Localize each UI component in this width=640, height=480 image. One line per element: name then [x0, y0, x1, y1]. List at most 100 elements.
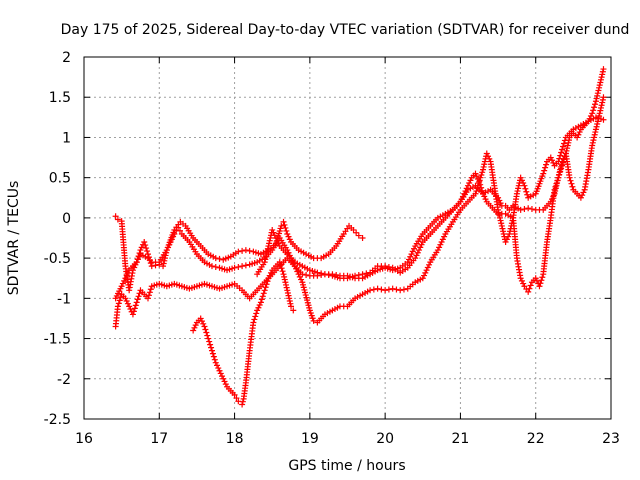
data-point [250, 319, 257, 326]
interpolated-point [533, 277, 540, 284]
interpolated-point [549, 196, 556, 203]
interpolated-point [556, 169, 563, 176]
interpolated-point [256, 302, 263, 309]
data-point [284, 287, 291, 294]
interpolated-point [520, 280, 527, 287]
interpolated-point [408, 251, 415, 258]
interpolated-point [258, 296, 265, 303]
x-axis-label: GPS time / hours [288, 458, 405, 474]
interpolated-point [593, 95, 600, 102]
x-tick-label: 23 [602, 431, 620, 447]
interpolated-point [217, 370, 224, 377]
interpolated-point [421, 272, 428, 279]
interpolated-point [481, 158, 488, 165]
interpolated-point [423, 267, 430, 274]
data-point [212, 255, 219, 262]
interpolated-point [594, 118, 601, 125]
x-tick-label: 21 [452, 431, 470, 447]
interpolated-point [405, 256, 412, 263]
interpolated-point [554, 177, 561, 184]
interpolated-point [275, 240, 282, 247]
interpolated-point [267, 235, 274, 241]
interpolated-point [263, 251, 270, 258]
interpolated-point [560, 140, 567, 147]
data-point [290, 307, 297, 314]
interpolated-point [480, 163, 487, 170]
data-point [367, 287, 374, 294]
interpolated-point [219, 373, 226, 380]
interpolated-point [438, 239, 445, 246]
interpolated-point [233, 395, 240, 402]
interpolated-point [309, 315, 316, 322]
data-point [171, 230, 178, 237]
interpolated-point [246, 247, 253, 254]
interpolated-point [161, 257, 168, 264]
data-point [112, 213, 119, 220]
series-track-c [112, 66, 607, 302]
interpolated-point [127, 306, 134, 313]
data-point [280, 218, 287, 225]
interpolated-point [370, 286, 377, 293]
interpolated-point [285, 249, 292, 256]
interpolated-point [596, 112, 603, 119]
interpolated-point [515, 185, 522, 192]
data-point [261, 259, 268, 266]
interpolated-point [564, 142, 571, 149]
interpolated-point [385, 286, 392, 293]
data-point [329, 271, 336, 278]
interpolated-point [130, 308, 137, 315]
interpolated-point [203, 329, 210, 336]
data-point [412, 255, 419, 262]
interpolated-point [569, 183, 576, 190]
interpolated-point [176, 227, 183, 234]
interpolated-point [115, 300, 122, 307]
interpolated-point [497, 200, 504, 207]
y-tick-label: 1 [62, 130, 71, 146]
interpolated-point [496, 214, 503, 221]
data-point [310, 317, 317, 324]
interpolated-point [123, 272, 130, 279]
x-tick-label: 17 [150, 431, 168, 447]
interpolated-point [124, 269, 131, 276]
data-point [525, 288, 532, 295]
interpolated-point [481, 161, 488, 168]
interpolated-point [239, 247, 246, 254]
interpolated-point [587, 112, 594, 119]
data-point [160, 263, 167, 270]
interpolated-point [167, 239, 174, 246]
interpolated-point [537, 280, 544, 287]
interpolated-point [210, 353, 217, 360]
interpolated-point [436, 244, 443, 251]
interpolated-point [333, 272, 340, 279]
interpolated-point [283, 281, 290, 288]
interpolated-point [307, 310, 314, 317]
interpolated-point [166, 241, 173, 248]
data-point [480, 166, 487, 173]
interpolated-point [160, 260, 167, 267]
interpolated-point [590, 107, 597, 114]
interpolated-point [592, 129, 599, 136]
data-point [239, 263, 246, 270]
interpolated-point [576, 129, 583, 136]
data-point [280, 271, 287, 278]
interpolated-point [591, 134, 598, 141]
interpolated-point [597, 76, 604, 83]
interpolated-point [539, 274, 546, 281]
interpolated-point [116, 297, 123, 304]
interpolated-point [136, 253, 143, 260]
data-point [577, 194, 584, 201]
interpolated-point [286, 236, 293, 243]
data-point [254, 307, 261, 314]
data-point [517, 174, 524, 181]
interpolated-point [437, 241, 444, 248]
interpolated-point [473, 188, 480, 195]
y-tick-label: 0.5 [49, 171, 71, 187]
interpolated-point [318, 270, 325, 277]
interpolated-point [496, 197, 503, 204]
interpolated-point [239, 398, 246, 405]
data-point [355, 232, 362, 239]
interpolated-point [274, 237, 281, 244]
interpolated-point [595, 115, 602, 122]
interpolated-point [136, 290, 143, 297]
interpolated-point [286, 298, 293, 305]
